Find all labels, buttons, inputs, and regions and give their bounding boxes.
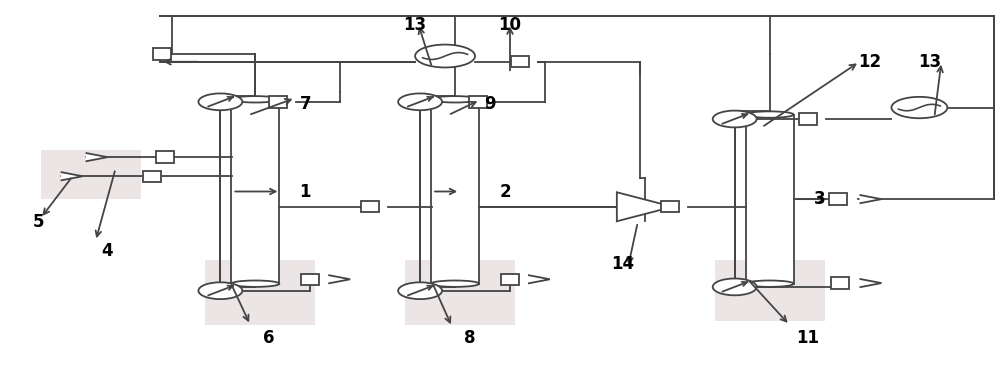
Text: 14: 14: [611, 255, 634, 273]
Text: 12: 12: [858, 53, 881, 71]
Circle shape: [713, 111, 757, 128]
Circle shape: [198, 93, 242, 110]
Bar: [469, 96, 487, 108]
Text: 13: 13: [404, 16, 427, 34]
Bar: [143, 170, 161, 182]
Ellipse shape: [431, 280, 479, 287]
Ellipse shape: [746, 280, 794, 287]
Text: 5: 5: [33, 213, 44, 231]
Circle shape: [198, 282, 242, 299]
Circle shape: [891, 97, 947, 118]
Bar: [831, 277, 849, 289]
Circle shape: [415, 44, 475, 67]
Polygon shape: [617, 192, 673, 221]
Bar: [746, 115, 794, 284]
Circle shape: [713, 278, 757, 295]
Text: 6: 6: [263, 329, 274, 347]
Bar: [661, 201, 679, 213]
Bar: [715, 260, 825, 321]
Text: 9: 9: [484, 95, 496, 113]
Bar: [269, 96, 287, 108]
Polygon shape: [328, 275, 350, 283]
Bar: [361, 201, 379, 213]
Bar: [511, 56, 529, 67]
Bar: [829, 193, 847, 205]
Circle shape: [398, 282, 442, 299]
Bar: [431, 99, 479, 284]
Text: 3: 3: [814, 190, 825, 208]
Text: 1: 1: [300, 183, 311, 200]
Polygon shape: [86, 153, 108, 161]
Ellipse shape: [431, 96, 479, 103]
Polygon shape: [860, 279, 881, 287]
Bar: [799, 113, 817, 125]
Polygon shape: [860, 195, 881, 203]
Text: 10: 10: [498, 16, 521, 34]
Bar: [231, 99, 279, 284]
Bar: [301, 273, 319, 285]
Bar: [501, 273, 519, 285]
Ellipse shape: [746, 111, 794, 118]
Bar: [205, 260, 315, 325]
Text: 13: 13: [918, 53, 941, 71]
Bar: [156, 151, 174, 163]
Text: 11: 11: [796, 329, 819, 347]
Ellipse shape: [231, 96, 279, 103]
Bar: [153, 48, 171, 60]
Polygon shape: [528, 275, 550, 283]
Bar: [41, 149, 140, 199]
Bar: [405, 260, 515, 325]
Polygon shape: [61, 172, 83, 180]
Ellipse shape: [231, 280, 279, 287]
Circle shape: [398, 93, 442, 110]
Text: 8: 8: [464, 329, 476, 347]
Text: 4: 4: [102, 242, 113, 260]
Text: 7: 7: [299, 95, 311, 113]
Text: 2: 2: [499, 183, 511, 200]
